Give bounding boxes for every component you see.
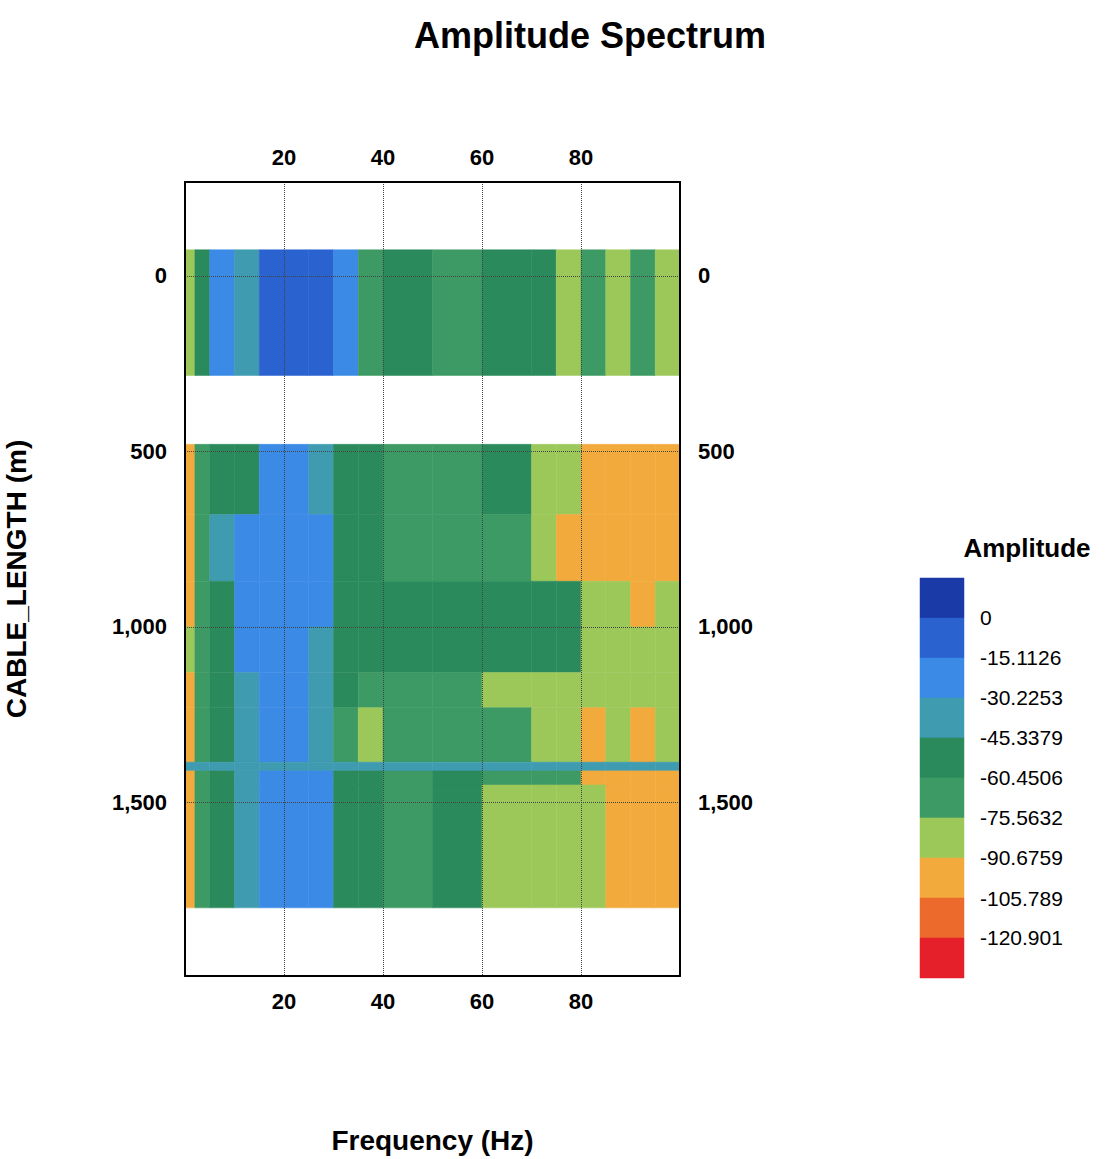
svg-text:Frequency (Hz): Frequency (Hz) xyxy=(331,1125,533,1156)
svg-text:500: 500 xyxy=(130,439,167,464)
svg-text:80: 80 xyxy=(569,145,593,170)
svg-text:20: 20 xyxy=(272,145,296,170)
svg-text:-75.5632: -75.5632 xyxy=(980,806,1063,829)
svg-text:-30.2253: -30.2253 xyxy=(980,686,1063,709)
svg-text:0: 0 xyxy=(980,606,992,629)
svg-text:60: 60 xyxy=(470,989,494,1014)
svg-text:-15.1126: -15.1126 xyxy=(980,646,1061,669)
svg-text:-90.6759: -90.6759 xyxy=(980,846,1063,869)
svg-text:40: 40 xyxy=(371,989,395,1014)
svg-text:1,500: 1,500 xyxy=(112,790,167,815)
svg-text:-45.3379: -45.3379 xyxy=(980,726,1063,749)
svg-text:-120.901: -120.901 xyxy=(980,926,1063,949)
svg-text:0: 0 xyxy=(698,263,710,288)
svg-text:Amplitude: Amplitude xyxy=(963,533,1090,563)
svg-text:0: 0 xyxy=(155,263,167,288)
svg-text:1,000: 1,000 xyxy=(698,614,753,639)
svg-text:1,500: 1,500 xyxy=(698,790,753,815)
svg-text:-60.4506: -60.4506 xyxy=(980,766,1063,789)
svg-text:20: 20 xyxy=(272,989,296,1014)
svg-text:80: 80 xyxy=(569,989,593,1014)
svg-text:60: 60 xyxy=(470,145,494,170)
svg-text:1,000: 1,000 xyxy=(112,614,167,639)
svg-text:500: 500 xyxy=(698,439,735,464)
svg-text:CABLE_LENGTH (m): CABLE_LENGTH (m) xyxy=(1,440,32,718)
svg-text:Amplitude Spectrum: Amplitude Spectrum xyxy=(414,15,766,56)
svg-text:-105.789: -105.789 xyxy=(980,887,1063,910)
svg-text:40: 40 xyxy=(371,145,395,170)
